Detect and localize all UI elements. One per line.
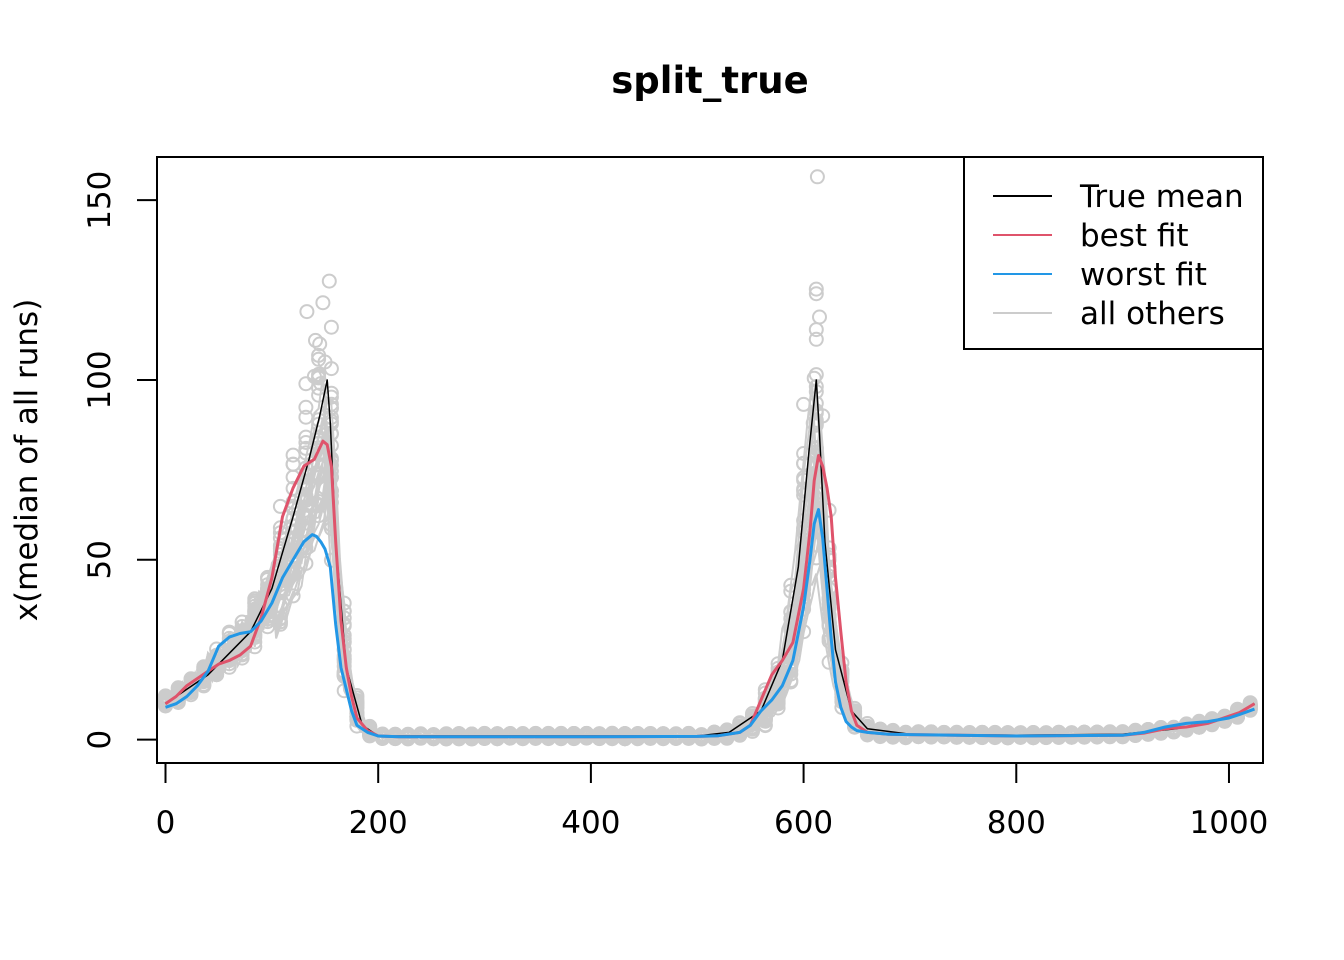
y-axis-label: x(median of all runs) bbox=[9, 299, 45, 622]
data-point bbox=[298, 399, 314, 415]
y-tick-label: 150 bbox=[82, 171, 118, 230]
x-tick-label: 600 bbox=[774, 805, 833, 841]
data-point bbox=[285, 456, 301, 472]
data-point bbox=[770, 682, 786, 698]
y-tick-label: 0 bbox=[82, 730, 118, 750]
data-point bbox=[821, 550, 837, 565]
plot-area bbox=[158, 169, 1258, 747]
data-point bbox=[312, 336, 328, 352]
data-point bbox=[796, 481, 812, 497]
main-series bbox=[164, 379, 1256, 739]
x-tick-label: 0 bbox=[156, 805, 176, 841]
data-point bbox=[272, 598, 288, 613]
series-worst-fit bbox=[165, 508, 1256, 739]
data-point bbox=[260, 570, 276, 586]
data-point bbox=[783, 583, 799, 599]
data-point bbox=[298, 409, 314, 425]
y-axis: 0 50 100 150 bbox=[82, 171, 158, 750]
data-point bbox=[757, 702, 773, 718]
data-point bbox=[321, 273, 337, 289]
y-tick-label: 50 bbox=[82, 540, 118, 579]
data-point bbox=[317, 354, 333, 370]
legend-label: all others bbox=[1080, 296, 1225, 332]
data-point bbox=[298, 474, 314, 490]
legend-label: worst fit bbox=[1080, 257, 1207, 293]
data-point bbox=[323, 413, 339, 429]
chart-title: split_true bbox=[611, 59, 808, 102]
data-point bbox=[783, 658, 799, 674]
data-point bbox=[323, 319, 339, 335]
data-point bbox=[260, 586, 276, 602]
data-point bbox=[413, 726, 429, 742]
data-point bbox=[783, 622, 799, 638]
data-point bbox=[299, 304, 315, 320]
data-point bbox=[311, 494, 327, 509]
data-point bbox=[336, 595, 352, 611]
data-point bbox=[336, 603, 352, 619]
legend-label: True mean bbox=[1079, 179, 1244, 215]
data-point bbox=[285, 553, 301, 568]
data-point bbox=[285, 588, 301, 604]
data-point bbox=[323, 517, 339, 533]
data-point bbox=[272, 614, 288, 630]
data-point bbox=[815, 408, 831, 424]
data-point bbox=[974, 729, 990, 745]
data-point bbox=[808, 322, 824, 338]
x-tick-label: 400 bbox=[561, 805, 620, 841]
data-point bbox=[308, 332, 323, 348]
data-point bbox=[285, 524, 301, 540]
y-tick-label: 100 bbox=[82, 350, 118, 409]
data-point bbox=[315, 295, 331, 311]
data-point bbox=[298, 376, 314, 392]
data-point bbox=[298, 510, 314, 526]
data-point bbox=[808, 331, 824, 347]
data-point bbox=[426, 730, 441, 746]
data-point bbox=[336, 610, 352, 626]
data-point bbox=[796, 396, 812, 412]
data-point bbox=[796, 455, 812, 471]
data-point bbox=[847, 711, 863, 727]
data-point bbox=[808, 395, 824, 411]
data-point bbox=[783, 604, 799, 620]
data-point bbox=[247, 593, 263, 609]
x-tick-label: 800 bbox=[987, 805, 1046, 841]
data-point bbox=[812, 309, 827, 325]
legend-box bbox=[963, 156, 1264, 350]
x-tick-label: 1000 bbox=[1190, 805, 1269, 841]
data-point bbox=[808, 281, 824, 297]
data-point bbox=[158, 694, 173, 710]
x-tick-label: 200 bbox=[349, 805, 408, 841]
data-point bbox=[809, 169, 825, 185]
data-point bbox=[808, 286, 824, 302]
x-axis: 0 200 400 600 800 1000 bbox=[156, 762, 1269, 841]
data-point bbox=[247, 598, 263, 614]
legend-label: best fit bbox=[1080, 218, 1189, 254]
data-point bbox=[796, 470, 812, 486]
data-point bbox=[323, 389, 339, 405]
